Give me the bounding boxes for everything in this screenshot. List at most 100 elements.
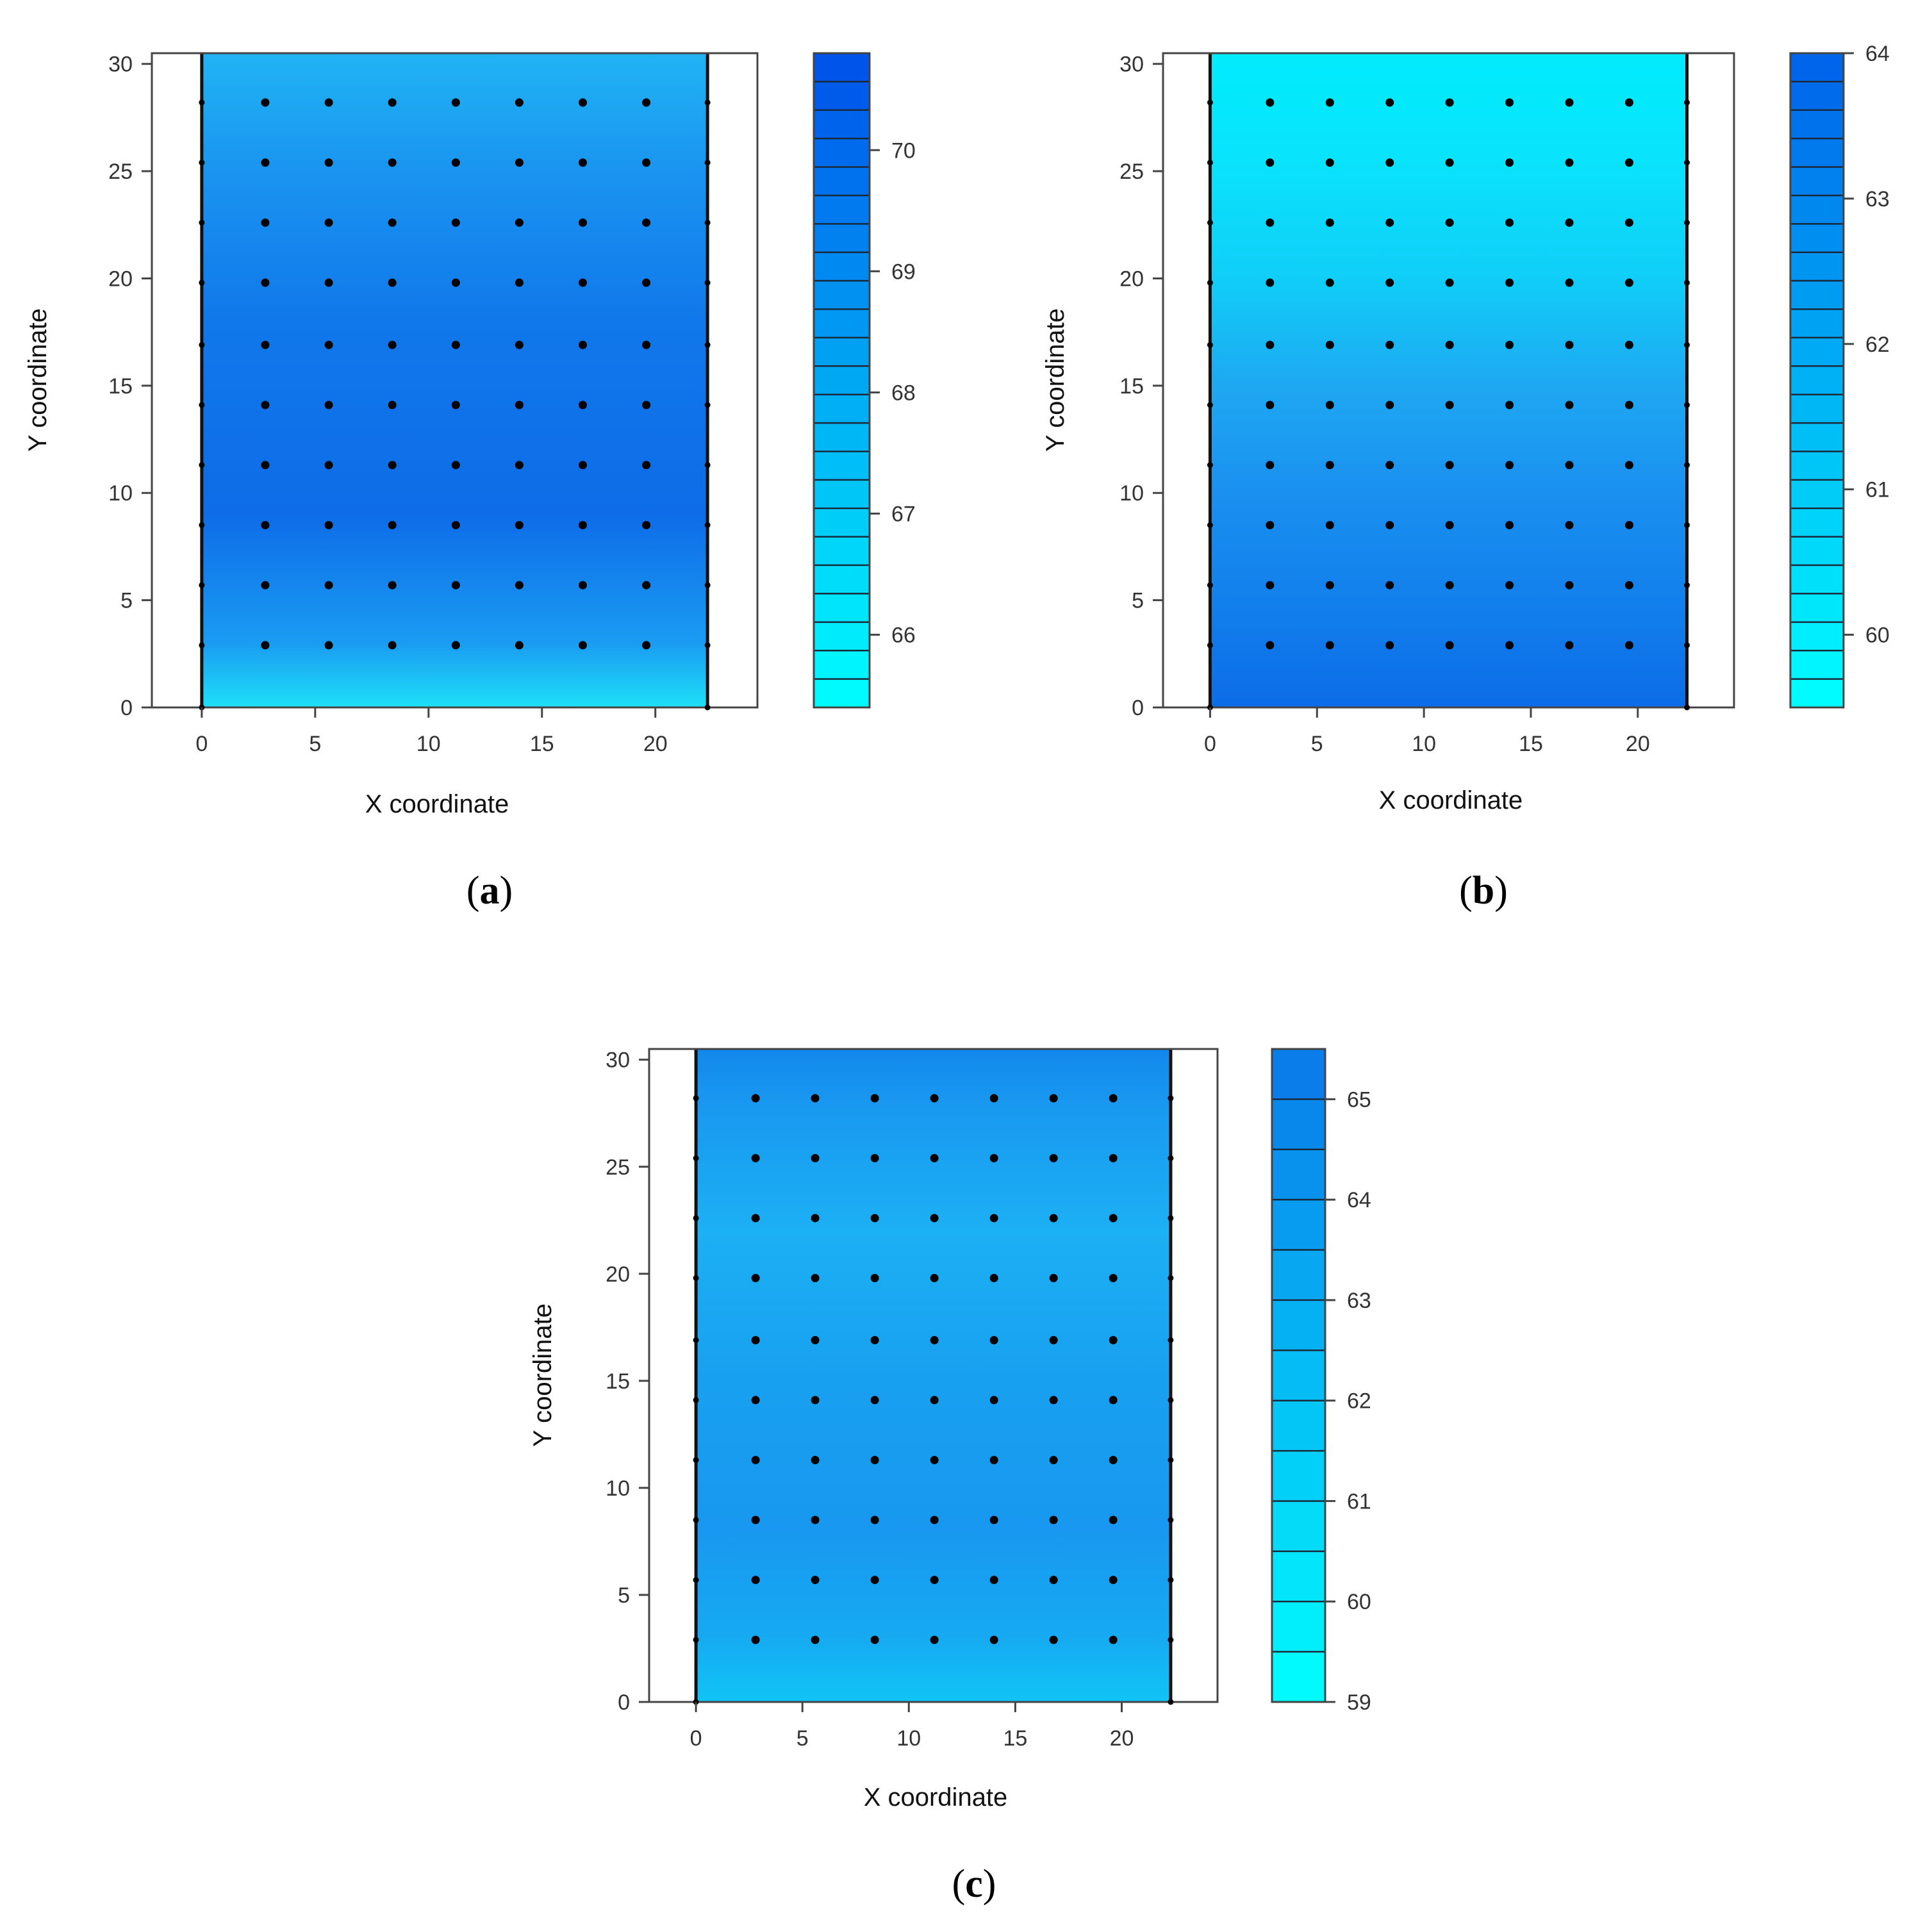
- sample-point: [1049, 1635, 1058, 1644]
- y-tick-label: 0: [120, 696, 133, 720]
- x-tick-label: 15: [1003, 1726, 1027, 1751]
- sample-point: [1266, 461, 1275, 470]
- colorbar-band: [1790, 650, 1844, 680]
- sample-point: [324, 520, 333, 529]
- sample-point: [989, 1094, 998, 1103]
- sample-point: [1049, 1515, 1058, 1524]
- edge-point: [1684, 219, 1690, 226]
- colorbar-tick-label: 61: [1865, 478, 1890, 502]
- sample-point: [1049, 1576, 1058, 1585]
- y-tick-label: 15: [108, 374, 133, 399]
- colorbar-band: [814, 679, 870, 708]
- sample-point: [451, 278, 460, 287]
- edge-point: [199, 642, 205, 648]
- sample-point: [751, 1396, 760, 1405]
- x-tick-label: 15: [530, 732, 554, 756]
- sample-point: [1565, 218, 1574, 227]
- edge-point: [704, 342, 711, 348]
- colorbar-band: [814, 366, 870, 395]
- sample-point: [324, 158, 333, 167]
- sample-point: [261, 98, 270, 107]
- sample-point: [989, 1153, 998, 1162]
- sample-point: [1385, 278, 1394, 287]
- sample-point: [1385, 98, 1394, 107]
- sample-point: [751, 1576, 760, 1585]
- sample-point: [1049, 1214, 1058, 1223]
- sample-point: [751, 1635, 760, 1644]
- colorbar-band: [1790, 565, 1844, 594]
- sample-point: [515, 641, 524, 650]
- sample-point: [642, 158, 651, 167]
- colorbar-band: [814, 53, 870, 82]
- sample-point: [1109, 1576, 1118, 1585]
- y-tick-label: 5: [120, 589, 133, 613]
- sample-point: [1624, 400, 1633, 409]
- panel-caption: (a): [466, 869, 513, 912]
- colorbar-band: [1790, 593, 1844, 623]
- colorbar-tick-label: 70: [891, 138, 916, 163]
- sample-point: [451, 461, 460, 470]
- sample-point: [261, 158, 270, 167]
- sample-point: [1624, 641, 1633, 650]
- edge-point: [199, 402, 205, 408]
- y-tick-label: 30: [606, 1048, 630, 1073]
- y-tick-label: 5: [618, 1583, 630, 1608]
- sample-point: [1049, 1153, 1058, 1162]
- edge-point: [1168, 1095, 1174, 1102]
- sample-point: [388, 218, 397, 227]
- sample-point: [261, 461, 270, 470]
- heatmap-field: [1210, 53, 1687, 707]
- sample-point: [930, 1635, 939, 1644]
- sample-point: [261, 278, 270, 287]
- sample-point: [388, 278, 397, 287]
- colorbar-band: [814, 650, 870, 680]
- x-tick-label: 15: [1519, 732, 1543, 756]
- sample-point: [578, 340, 587, 349]
- colorbar-band: [1790, 110, 1844, 139]
- colorbar-band: [1790, 479, 1844, 509]
- sample-point: [811, 1455, 820, 1464]
- edge-point: [1684, 402, 1690, 408]
- colorbar-tick-label: 63: [1347, 1289, 1371, 1313]
- edge-point: [1684, 704, 1690, 711]
- colorbar-band: [814, 508, 870, 538]
- edge-point: [1168, 1457, 1174, 1463]
- x-tick-label: 10: [1412, 732, 1436, 756]
- sample-point: [451, 218, 460, 227]
- sample-point: [811, 1396, 820, 1405]
- sample-point: [642, 98, 651, 107]
- y-tick-label: 20: [606, 1262, 630, 1287]
- sample-point: [930, 1094, 939, 1103]
- y-tick-label: 15: [606, 1369, 630, 1394]
- sample-point: [811, 1153, 820, 1162]
- colorbar-band: [814, 423, 870, 452]
- sample-point: [388, 340, 397, 349]
- sample-point: [1385, 520, 1394, 529]
- colorbar-band: [1272, 1049, 1325, 1100]
- edge-point: [1207, 522, 1213, 528]
- sample-point: [870, 1396, 879, 1405]
- sample-point: [1445, 581, 1454, 590]
- sample-point: [1385, 641, 1394, 650]
- sample-point: [1565, 641, 1574, 650]
- sample-point: [751, 1094, 760, 1103]
- sample-point: [1565, 400, 1574, 409]
- sample-point: [261, 641, 270, 650]
- colorbar-tick-label: 62: [1865, 333, 1890, 357]
- sample-point: [1505, 520, 1514, 529]
- edge-point: [1684, 462, 1690, 468]
- sample-point: [930, 1455, 939, 1464]
- sample-point: [1565, 520, 1574, 529]
- sample-point: [1445, 218, 1454, 227]
- edge-point: [1168, 1215, 1174, 1221]
- edge-point: [1207, 219, 1213, 226]
- edge-point: [704, 642, 711, 648]
- sample-point: [1266, 520, 1275, 529]
- colorbar-tick-label: 65: [1347, 1087, 1371, 1112]
- sample-point: [261, 400, 270, 409]
- sample-point: [1049, 1455, 1058, 1464]
- sample-point: [1565, 158, 1574, 167]
- colorbar-band: [1272, 1501, 1325, 1552]
- colorbar-band: [1790, 309, 1844, 338]
- sample-point: [1109, 1273, 1118, 1282]
